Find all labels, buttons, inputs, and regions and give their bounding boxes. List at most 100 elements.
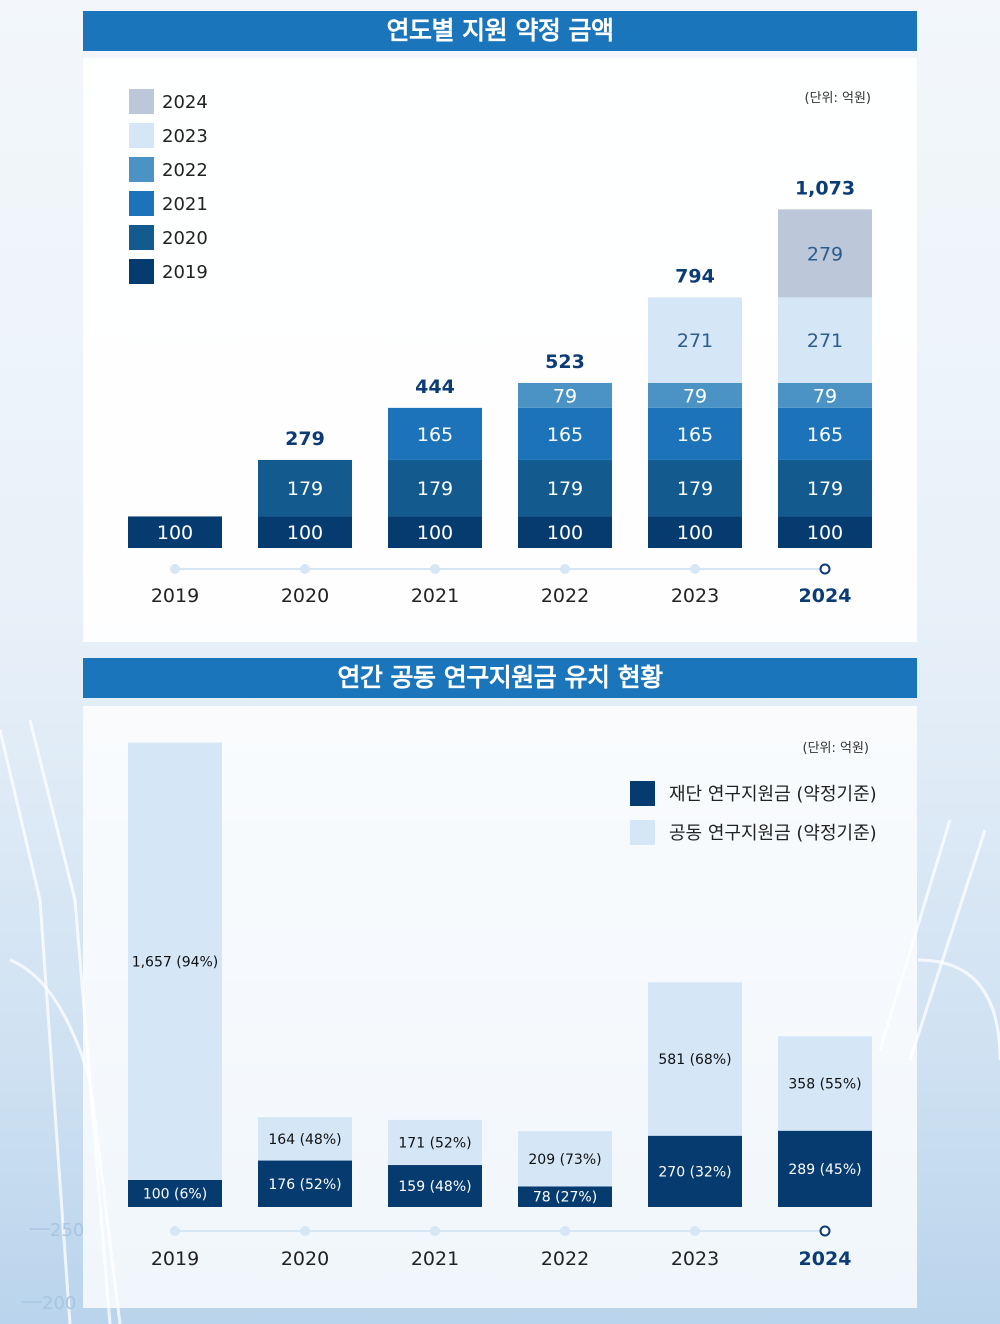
bar-segment-2021-foundation [388,1165,482,1207]
segment-label: 78 (27%) [533,1190,597,1206]
axis-dot-highlight [819,563,831,575]
bar-segment-2021-2021 [388,407,482,460]
segment-label: 165 [677,424,713,446]
segment-label: 165 [417,424,453,446]
segment-label: 270 (32%) [658,1164,731,1180]
legend-swatch [630,781,655,806]
bar-segment-2020-2020 [258,459,352,517]
bar-segment-2021-2019 [388,516,482,548]
segment-label: 279 [807,243,843,265]
segment-label: 79 [683,385,707,407]
segment-label: 209 (73%) [528,1152,601,1168]
total-label: 523 [545,351,585,373]
axis-dot [170,1226,180,1236]
segment-label: 171 (52%) [398,1135,471,1151]
segment-label: 179 [287,478,323,500]
background-scale-mark: 200 [42,1293,76,1314]
bar-segment-2023-2021 [648,407,742,460]
segment-label: 1,657 (94%) [132,954,219,970]
bar-segment-2023-2019 [648,516,742,548]
legend-swatch-2019 [129,259,154,284]
axis-dot [430,1226,440,1236]
x-tick-label: 2020 [281,1248,329,1270]
segment-label: 164 (48%) [268,1132,341,1148]
segment-label: 179 [807,478,843,500]
segment-label: 165 [547,424,583,446]
legend-label-2022: 2022 [162,160,208,181]
total-label: 794 [675,265,715,287]
legend-label-2024: 2024 [162,92,208,113]
bar-segment-2022-2021 [518,407,612,460]
legend-label-2019: 2019 [162,262,208,283]
bar-segment-2023-2020 [648,459,742,517]
legend-swatch-2021 [129,191,154,216]
segment-label: 100 [547,522,583,544]
legend-swatch-2020 [129,225,154,250]
bar-segment-2019-foundation [128,1180,222,1207]
legend-swatch-2022 [129,157,154,182]
bar-segment-2024-2020 [778,459,872,517]
segment-label: 289 (45%) [788,1162,861,1178]
legend-swatch [630,820,655,845]
segment-label: 179 [547,478,583,500]
bar-segment-2024-2019 [778,516,872,548]
unit-label: (단위: 억원) [805,91,872,106]
axis-dot [430,564,440,574]
bar-segment-2024-joint [778,1036,872,1131]
segment-label: 100 (6%) [143,1187,207,1203]
axis-dot [560,564,570,574]
bar-segment-2023-joint [648,982,742,1136]
segment-label: 271 [807,330,843,352]
axis-dot [690,1226,700,1236]
segment-label: 165 [807,424,843,446]
x-tick-label: 2020 [281,585,329,607]
total-label: 444 [415,376,455,398]
x-tick-label: 2022 [541,585,589,607]
legend-label-2023: 2023 [162,126,208,147]
segment-label: 159 (48%) [398,1179,471,1195]
x-tick-label: 2019 [151,585,199,607]
bar-segment-2020-foundation [258,1160,352,1207]
bar-segment-2024-2021 [778,407,872,460]
legend-swatch-2023 [129,123,154,148]
bar-segment-2022-2022 [518,382,612,408]
segment-label: 271 [677,330,713,352]
x-tick-label: 2019 [151,1248,199,1270]
bar-segment-2022-2019 [518,516,612,548]
segment-label: 176 (52%) [268,1177,341,1193]
segment-label: 358 (55%) [788,1076,861,1092]
bar-segment-2020-joint [258,1117,352,1161]
bar-segment-2023-2022 [648,382,742,408]
legend-swatch-2024 [129,89,154,114]
axis-dot [170,564,180,574]
bar-segment-2020-2019 [258,516,352,548]
bar-segment-2019-joint [128,742,222,1180]
x-tick-label: 2023 [671,1248,719,1270]
bar-segment-2022-foundation [518,1186,612,1207]
x-tick-label: 2022 [541,1248,589,1270]
segment-label: 179 [677,478,713,500]
chart-title-commitments: 연도별 지원 약정 금액 [83,11,917,51]
x-tick-label: 2024 [799,1248,852,1270]
bar-segment-2021-joint [388,1119,482,1166]
x-tick-label: 2021 [411,1248,459,1270]
x-tick-label: 2021 [411,585,459,607]
segment-label: 100 [677,522,713,544]
bar-segment-2022-2020 [518,459,612,517]
segment-label: 100 [417,522,453,544]
segment-label: 79 [813,385,837,407]
bar-segment-2024-2023 [778,297,872,383]
bar-segment-2022-joint [518,1131,612,1187]
legend-label-2020: 2020 [162,228,208,249]
x-tick-label: 2023 [671,585,719,607]
axis-dot [560,1226,570,1236]
total-label: 279 [285,428,325,450]
segment-label: 100 [807,522,843,544]
axis-dot [300,1226,310,1236]
segment-label: 100 [287,522,323,544]
bar-segment-2023-foundation [648,1135,742,1207]
axis-dot [300,564,310,574]
segment-label: 79 [553,385,577,407]
segment-label: 100 [157,522,193,544]
